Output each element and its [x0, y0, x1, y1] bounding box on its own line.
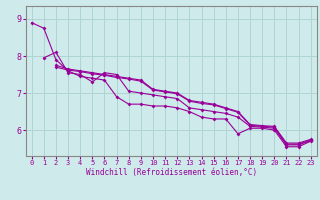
X-axis label: Windchill (Refroidissement éolien,°C): Windchill (Refroidissement éolien,°C) — [86, 168, 257, 177]
